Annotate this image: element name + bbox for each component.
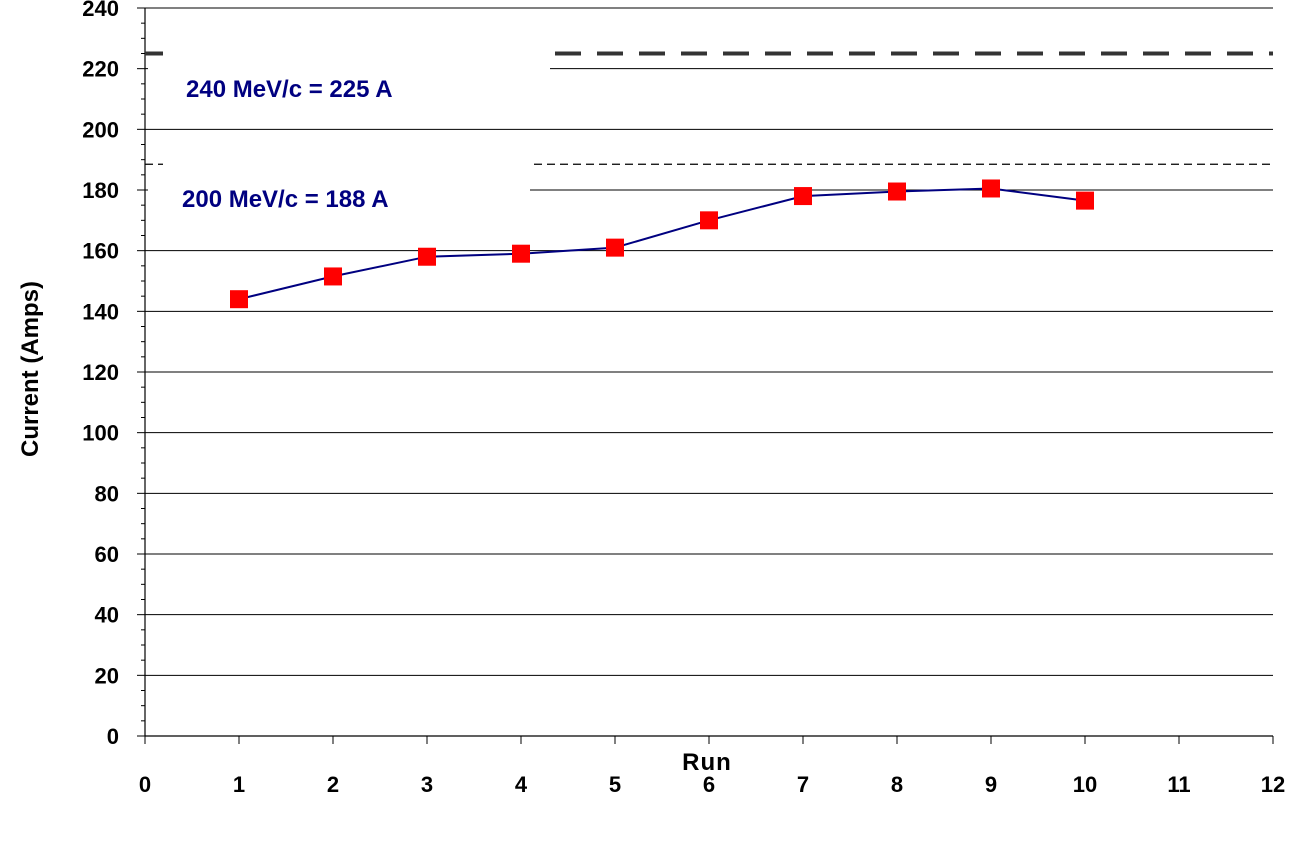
y-tick-label: 240: [82, 0, 119, 21]
data-point-marker: [794, 187, 812, 206]
y-tick-label: 80: [95, 481, 119, 506]
x-tick-label: 4: [515, 772, 528, 797]
reference-lines: 240 MeV/c = 225 A 200 MeV/c = 188 A: [145, 51, 1273, 218]
data-point-marker: [324, 267, 342, 286]
x-tick-label: 10: [1073, 772, 1097, 797]
x-tick-label: 3: [421, 772, 433, 797]
data-series: [230, 179, 1094, 309]
y-tick-label: 0: [107, 724, 119, 749]
y-tick-label: 160: [82, 239, 119, 264]
reference-line-label: 240 MeV/c = 225 A: [186, 76, 393, 103]
data-point-marker: [512, 244, 530, 263]
y-tick-label: 220: [82, 57, 119, 82]
y-tick-label: 40: [95, 603, 119, 628]
y-tick-label: 100: [82, 421, 119, 446]
x-tick-label: 6: [703, 772, 715, 797]
x-tick-label: 12: [1261, 772, 1285, 797]
x-tick-label: 9: [985, 772, 997, 797]
y-tick-label: 180: [82, 178, 119, 203]
x-tick-label: 2: [327, 772, 339, 797]
x-tick-label: 0: [139, 772, 151, 797]
x-tick-label: 1: [233, 772, 245, 797]
y-tick-label: 200: [82, 117, 119, 142]
y-axis-ticks: 0 20 40 60 80 100 120 140 160 180 200 220 240: [82, 0, 145, 749]
data-point-marker: [418, 247, 436, 266]
x-axis-title: Run: [682, 749, 732, 776]
x-tick-label: 8: [891, 772, 903, 797]
y-tick-label: 20: [95, 663, 119, 688]
x-tick-label: 7: [797, 772, 809, 797]
y-tick-label: 120: [82, 360, 119, 385]
reference-label-box: [148, 176, 530, 218]
data-point-marker: [230, 290, 248, 309]
reference-line-label: 200 MeV/c = 188 A: [182, 186, 389, 213]
x-tick-label: 11: [1167, 772, 1190, 797]
y-tick-label: 140: [82, 299, 119, 324]
y-axis-title: Current (Amps): [17, 281, 44, 457]
data-point-marker: [700, 211, 718, 230]
reference-label-box: [148, 62, 550, 104]
data-point-marker: [982, 179, 1000, 198]
series-line: [238, 187, 1086, 301]
x-tick-label: 5: [609, 772, 621, 797]
x-axis-ticks: 0 1 2 3 4 5 6 7 8 9 10 11 12: [139, 736, 1285, 797]
data-point-marker: [1076, 191, 1094, 210]
data-point-marker: [606, 238, 624, 257]
y-tick-label: 60: [95, 542, 119, 567]
data-point-marker: [888, 182, 906, 201]
